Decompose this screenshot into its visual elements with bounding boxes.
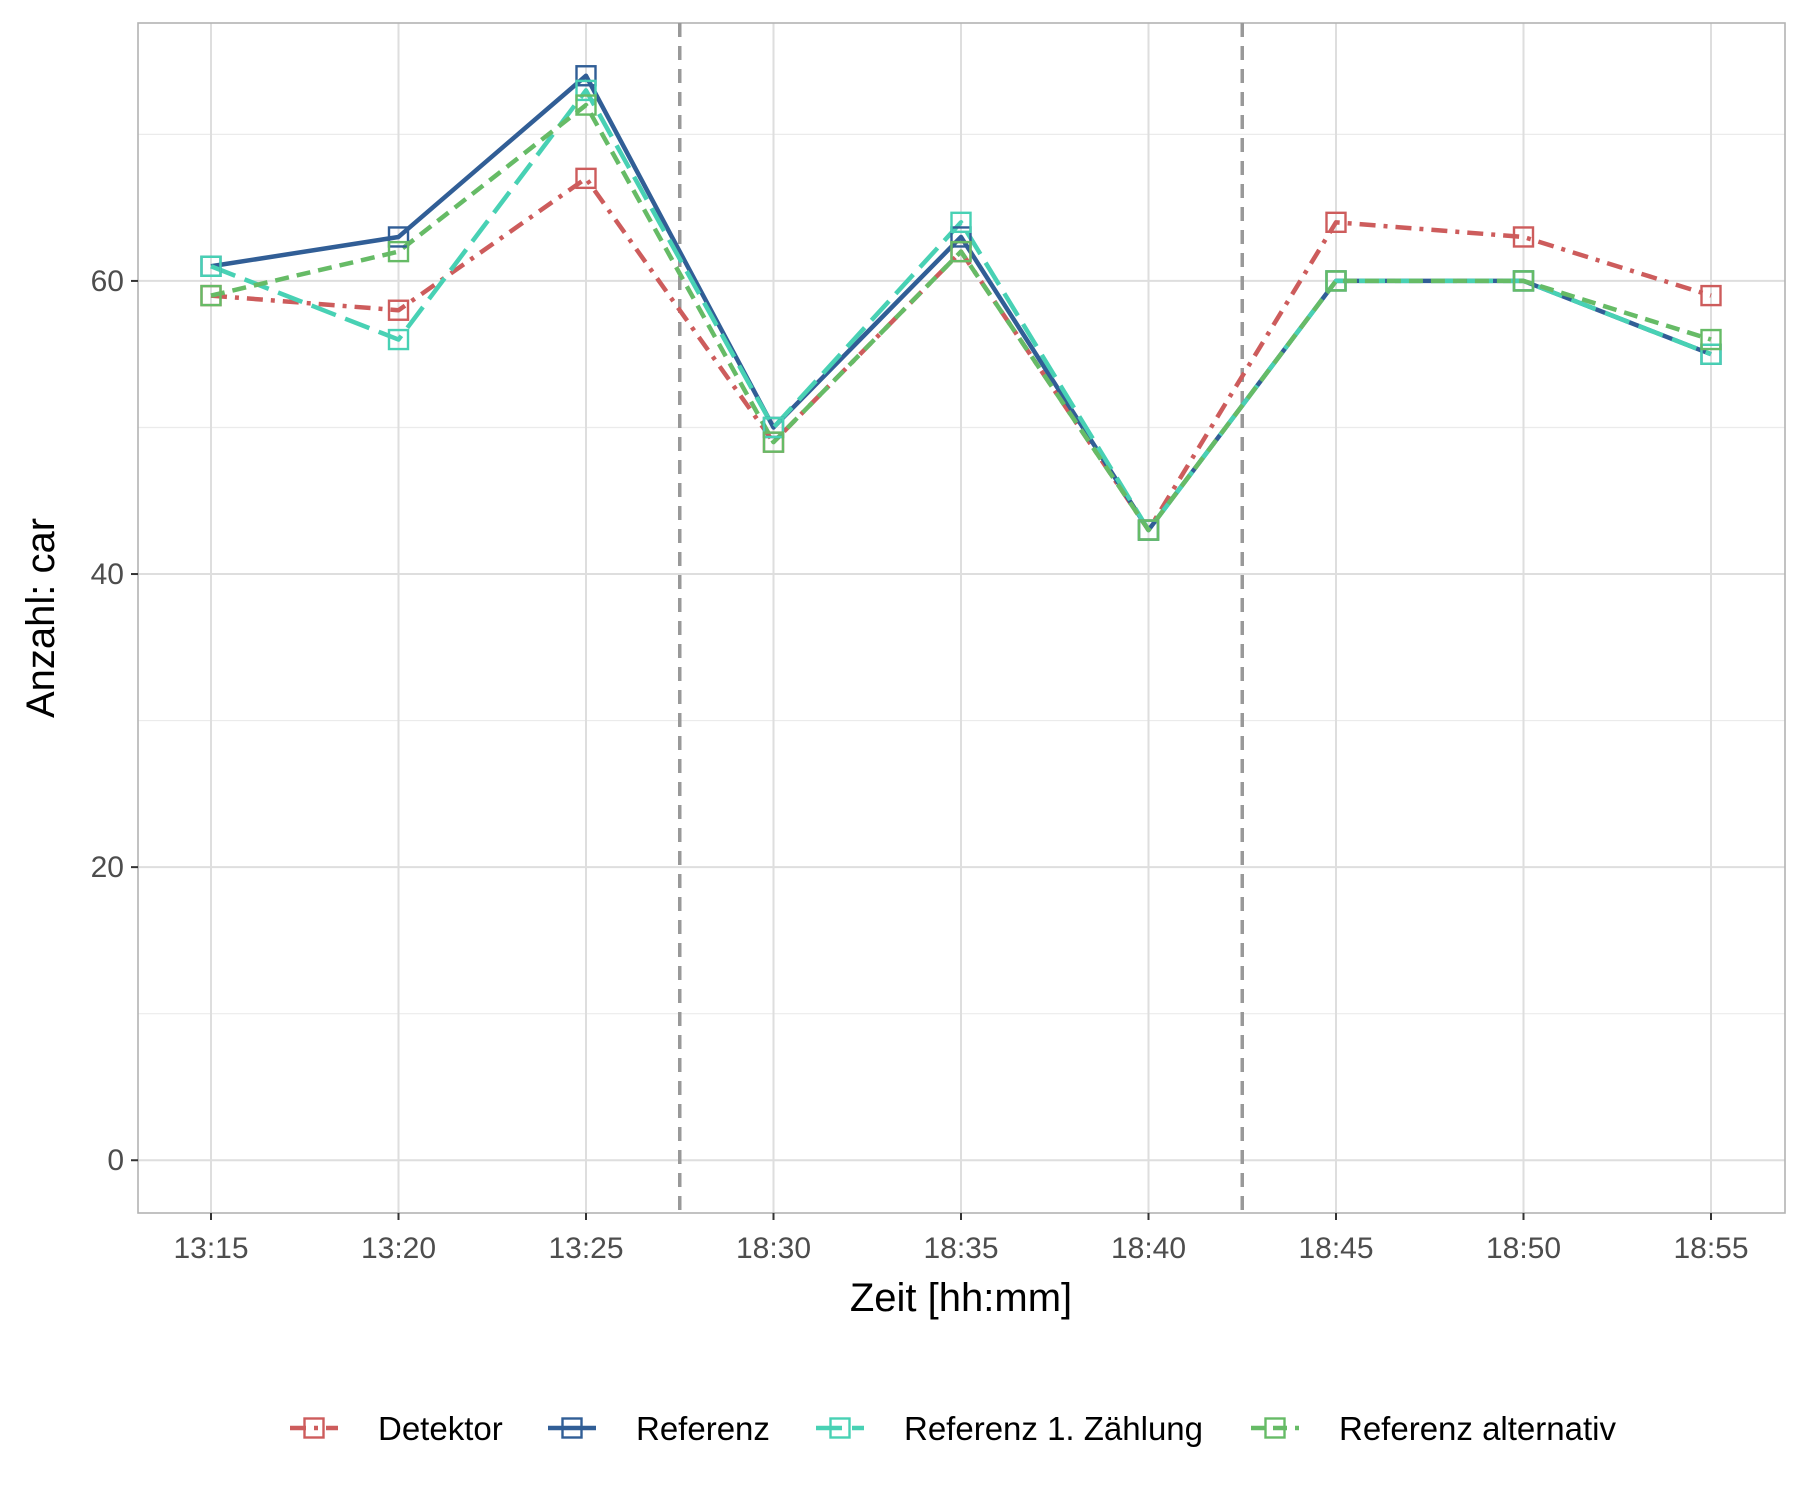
legend-key-marker	[1264, 1417, 1286, 1439]
legend-key-marker	[303, 1417, 325, 1439]
x-tick-label: 13:15	[173, 1232, 248, 1265]
data-point	[1700, 328, 1722, 351]
data-point	[1325, 270, 1347, 292]
legend-label: Referenz	[636, 1410, 770, 1447]
data-point	[1700, 284, 1722, 307]
x-tick-label: 18:40	[1111, 1232, 1186, 1265]
data-point	[575, 79, 597, 102]
y-tick-label: 0	[107, 1144, 124, 1177]
series-line-3	[210, 88, 1712, 533]
legend-label: Referenz alternativ	[1339, 1410, 1616, 1447]
y-tick-label: 60	[91, 265, 124, 298]
x-tick-label: 13:20	[361, 1232, 436, 1265]
legend-key-marker	[561, 1417, 583, 1439]
x-axis-title: Zeit [hh:mm]	[850, 1276, 1072, 1320]
legend-key-marker	[829, 1417, 851, 1439]
y-axis-title: Anzahl: car	[19, 518, 63, 718]
data-point	[575, 167, 597, 190]
data-point	[1700, 343, 1722, 365]
data-point	[762, 416, 785, 439]
data-point	[200, 255, 222, 277]
data-point	[387, 299, 410, 321]
data-point	[950, 211, 972, 234]
y-tick-label: 20	[91, 851, 124, 884]
data-point	[762, 431, 785, 453]
x-tick-label: 18:30	[736, 1232, 811, 1265]
legend-label: Referenz 1. Zählung	[904, 1410, 1203, 1447]
y-axis: 0 20 40 60	[91, 265, 138, 1177]
reference-lines	[678, 23, 1244, 1213]
data-point	[387, 328, 410, 351]
data-point	[950, 226, 972, 248]
data-point	[1325, 211, 1347, 234]
series-line-4	[210, 102, 1712, 533]
data-point	[387, 226, 410, 248]
data-point	[950, 240, 972, 263]
data-point	[1512, 226, 1535, 248]
x-tick-label: 18:50	[1486, 1232, 1561, 1265]
x-axis: 13:15 13:20 13:25 18:30 18:35 18:40 18:45 18:50…	[173, 1213, 1749, 1265]
data-point	[575, 94, 597, 116]
x-tick-label: 18:35	[923, 1232, 998, 1265]
x-tick-label: 13:25	[548, 1232, 623, 1265]
x-tick-label: 18:55	[1673, 1232, 1748, 1265]
data-point	[1137, 519, 1160, 541]
legend: Detektor Referenz Referenz 1. Zählung Refer…	[290, 1410, 1616, 1447]
x-tick-label: 18:45	[1298, 1232, 1373, 1265]
series-lines	[210, 73, 1712, 533]
data-point	[387, 240, 410, 263]
data-point	[575, 65, 597, 87]
legend-label: Detektor	[378, 1410, 503, 1447]
y-tick-label: 40	[91, 558, 124, 591]
data-points	[200, 65, 1722, 541]
grid-major	[138, 23, 1785, 1213]
data-point	[200, 284, 222, 307]
data-point	[1512, 270, 1535, 292]
